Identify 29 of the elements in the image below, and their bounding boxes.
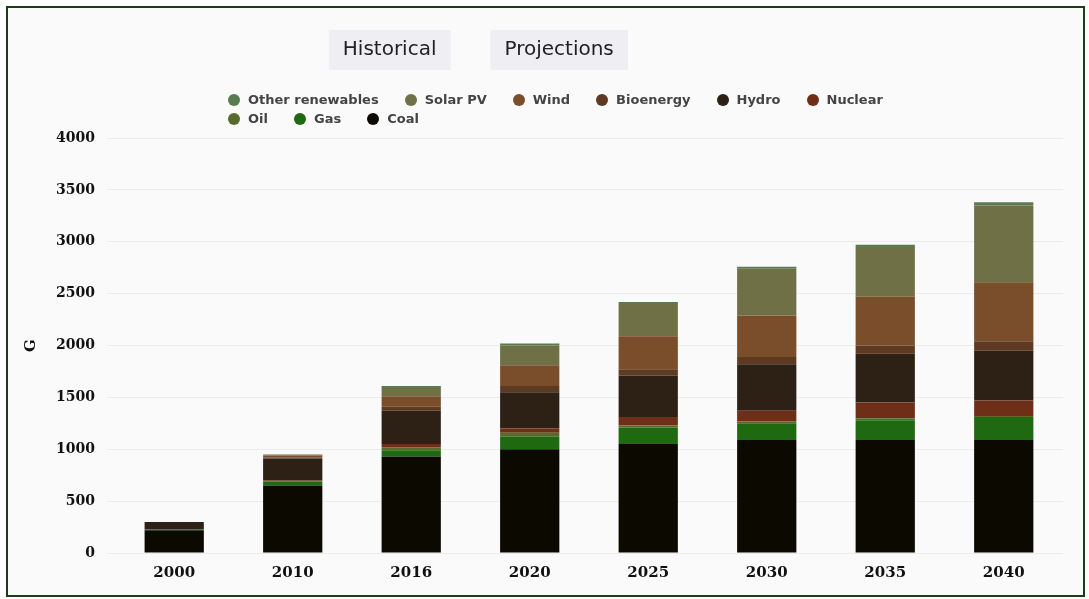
text: Historical [342,36,437,61]
x-tick-label: 2010 [271,562,314,581]
legend-label: Nuclear [826,92,883,107]
y-tick-label: 3000 [56,232,96,249]
y-tick-label: 4000 [56,128,96,145]
legend-label: Wind [532,92,571,107]
x-tick-label: 2000 [153,562,196,581]
x-tick-label: 2030 [745,562,788,581]
legend-label: Coal [387,111,419,126]
y-tick-label: 2500 [56,284,96,301]
legend-label: Gas [313,111,342,126]
legend-label: Solar PV [424,92,487,107]
y-tick-label: 500 [65,491,96,508]
y-tick-label: 2000 [56,336,96,353]
y-tick-label: 0 [85,543,96,560]
y-axis-title: G [20,339,39,352]
x-tick-label: 2020 [508,562,551,581]
x-tick-label: 2035 [864,562,907,581]
legend-label: Hydro [736,92,781,107]
text: Projections [504,36,614,61]
y-tick-label: 3500 [56,180,96,197]
x-tick-label: 2025 [627,562,670,581]
y-tick-label: 1500 [56,388,96,405]
legend-label: Oil [248,111,268,126]
x-tick-label: 2016 [390,562,433,581]
legend-label: Other renewables [248,92,379,107]
x-tick-label: 2040 [982,562,1025,581]
legend-label: Bioenergy [616,92,691,107]
y-tick-label: 1000 [56,439,96,456]
